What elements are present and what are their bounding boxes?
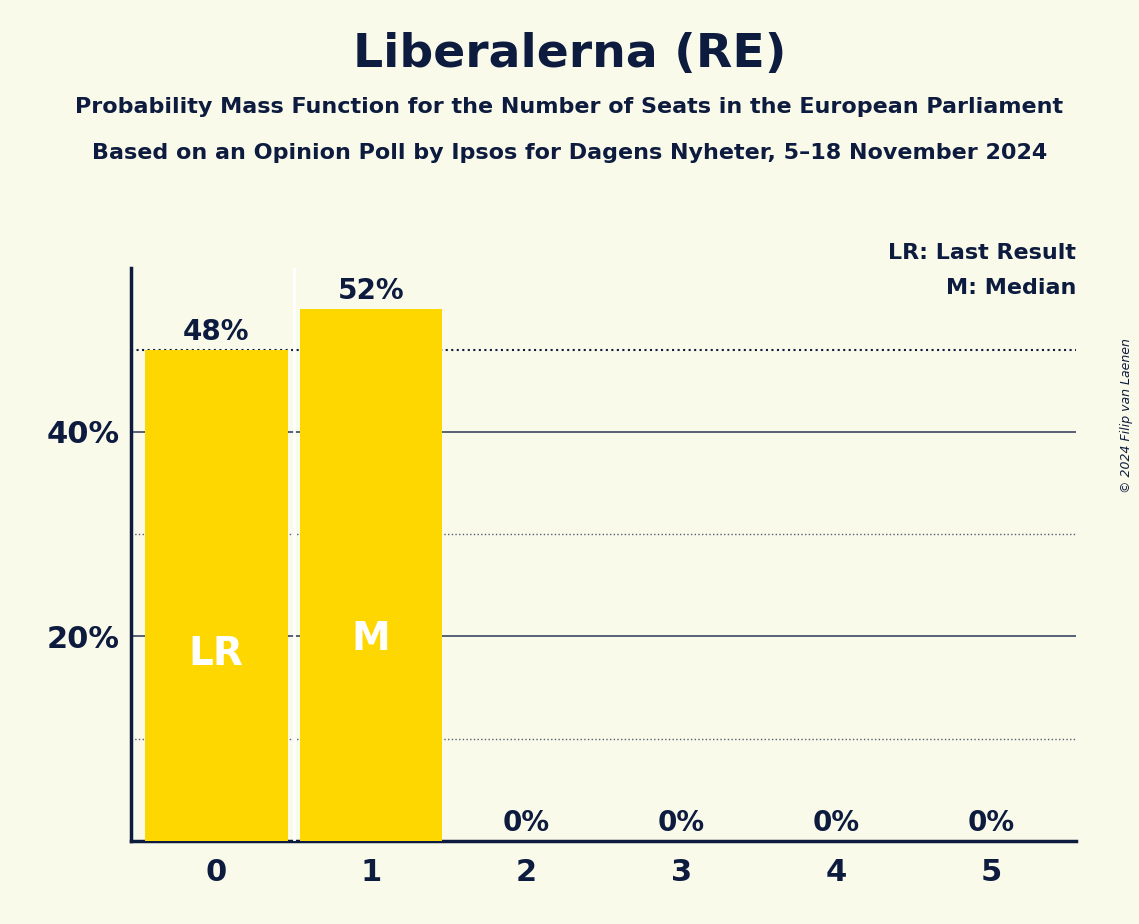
Text: M: Median: M: Median (947, 277, 1076, 298)
Text: LR: LR (189, 635, 244, 674)
Bar (145, 350, 287, 841)
Text: Probability Mass Function for the Number of Seats in the European Parliament: Probability Mass Function for the Number… (75, 97, 1064, 117)
Text: Liberalerna (RE): Liberalerna (RE) (353, 32, 786, 78)
Bar (300, 309, 442, 841)
Text: LR: Last Result: LR: Last Result (888, 243, 1076, 263)
Text: Based on an Opinion Poll by Ipsos for Dagens Nyheter, 5–18 November 2024: Based on an Opinion Poll by Ipsos for Da… (92, 143, 1047, 164)
Text: 52%: 52% (338, 277, 404, 305)
Text: 0%: 0% (967, 808, 1015, 837)
Text: 48%: 48% (183, 318, 249, 346)
Text: 0%: 0% (502, 808, 550, 837)
Text: M: M (352, 620, 391, 658)
Text: 0%: 0% (657, 808, 705, 837)
Text: 0%: 0% (812, 808, 860, 837)
Text: © 2024 Filip van Laenen: © 2024 Filip van Laenen (1121, 338, 1133, 493)
